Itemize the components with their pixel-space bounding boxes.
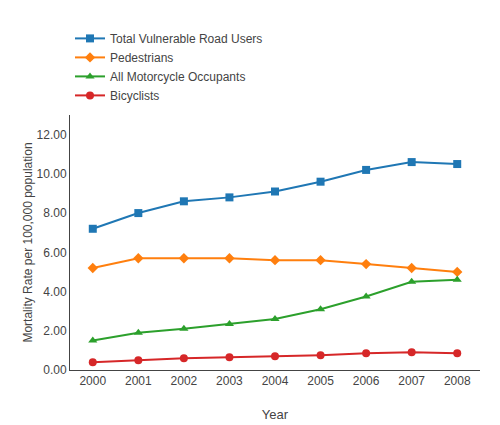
svg-text:4.00: 4.00 xyxy=(43,285,67,299)
svg-text:2008: 2008 xyxy=(444,374,471,388)
svg-text:Mortality Rate per 100,000 pop: Mortality Rate per 100,000 population xyxy=(21,142,35,342)
svg-text:Bicyclists: Bicyclists xyxy=(110,89,159,103)
svg-text:2001: 2001 xyxy=(125,374,152,388)
svg-text:2004: 2004 xyxy=(262,374,289,388)
svg-text:2007: 2007 xyxy=(398,374,425,388)
svg-text:2003: 2003 xyxy=(216,374,243,388)
svg-text:Pedestrians: Pedestrians xyxy=(110,51,173,65)
svg-text:2005: 2005 xyxy=(307,374,334,388)
svg-text:6.00: 6.00 xyxy=(43,246,67,260)
svg-text:10.00: 10.00 xyxy=(37,167,67,181)
svg-text:2006: 2006 xyxy=(353,374,380,388)
svg-text:8.00: 8.00 xyxy=(43,206,67,220)
svg-text:12.00: 12.00 xyxy=(37,128,67,142)
svg-text:0.00: 0.00 xyxy=(43,363,67,377)
svg-text:2002: 2002 xyxy=(171,374,198,388)
svg-text:2.00: 2.00 xyxy=(43,324,67,338)
svg-text:Year: Year xyxy=(262,407,289,422)
svg-text:Total Vulnerable Road Users: Total Vulnerable Road Users xyxy=(110,32,262,46)
svg-text:2000: 2000 xyxy=(79,374,106,388)
svg-text:All Motorcycle Occupants: All Motorcycle Occupants xyxy=(110,70,245,84)
